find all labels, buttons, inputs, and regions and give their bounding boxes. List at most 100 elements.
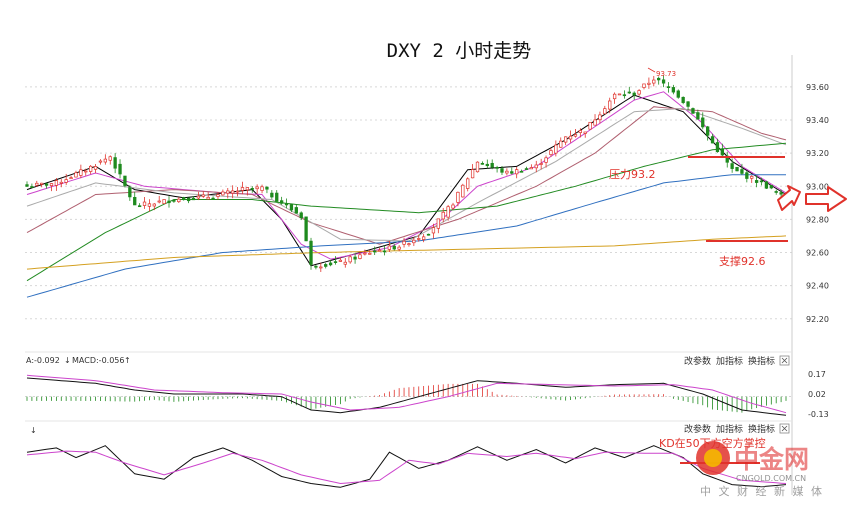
- kd-menu-change-params[interactable]: 改参数: [684, 423, 711, 435]
- candle-body: [754, 180, 759, 183]
- candle-body: [588, 121, 592, 130]
- candle-body: [461, 184, 465, 198]
- candle-body: [500, 168, 504, 173]
- candle-body: [245, 187, 250, 191]
- watermark-domain: CNGOLD.COM.CN: [736, 474, 806, 483]
- moving-average-line: [26, 235, 787, 270]
- candle-body: [706, 126, 710, 136]
- candle-body: [133, 196, 137, 206]
- y-tick-label: 92.60: [806, 249, 829, 258]
- candle-body: [211, 197, 215, 200]
- candle-body: [720, 148, 724, 156]
- macd-y-ticks: 0.17 0.02 -0.13: [808, 370, 829, 419]
- macd-menu-change-params[interactable]: 改参数: [684, 355, 711, 367]
- kd-menu-switch-indicator[interactable]: 换指标: [748, 423, 775, 435]
- kd-down-arrow-icon: ↓: [30, 426, 37, 435]
- candle-body: [583, 131, 587, 134]
- candle-body: [377, 249, 382, 252]
- candle-body: [451, 204, 455, 209]
- kd-line: [26, 450, 787, 485]
- candle-body: [515, 169, 519, 175]
- candle-body: [226, 190, 230, 194]
- candle-body: [157, 200, 161, 203]
- candle-body: [314, 265, 318, 268]
- moving-average-line: [26, 142, 787, 282]
- candle-body: [358, 254, 362, 259]
- candle-body: [299, 212, 303, 219]
- candle-body: [231, 190, 235, 194]
- kd-close-icon[interactable]: [779, 423, 790, 434]
- candle-body: [216, 194, 220, 197]
- candle-body: [568, 135, 573, 140]
- candle-body: [686, 101, 690, 107]
- candle-body: [681, 96, 685, 103]
- candle-body: [54, 180, 59, 186]
- candle-body: [201, 194, 205, 197]
- candle-body: [30, 186, 34, 188]
- candle-body: [578, 130, 582, 133]
- macd-tick-label: -0.13: [808, 410, 829, 419]
- candle-body: [563, 136, 568, 143]
- macd-menu-add-indicator[interactable]: 加指标: [716, 355, 743, 367]
- y-tick-label: 92.80: [806, 215, 829, 224]
- candle-body: [637, 90, 641, 95]
- macd-label-a: A:-0.092: [26, 356, 60, 365]
- candle-body: [510, 171, 514, 174]
- kd-series: [26, 445, 787, 488]
- macd-menu-switch-indicator[interactable]: 换指标: [748, 355, 775, 367]
- macd-close-icon[interactable]: [779, 355, 790, 366]
- candle-body: [196, 195, 201, 199]
- candle-body: [69, 177, 73, 179]
- candle-body: [456, 191, 460, 203]
- candle-body: [402, 240, 406, 245]
- macd-series: [25, 374, 792, 416]
- candle-body: [235, 190, 240, 193]
- candle-body: [221, 191, 225, 196]
- kd-menu-add-indicator[interactable]: 加指标: [716, 423, 743, 435]
- candle-body: [657, 77, 661, 81]
- y-tick-label: 92.40: [806, 282, 829, 291]
- candle-body: [64, 179, 68, 183]
- candle-body: [137, 205, 142, 208]
- watermark-logo-inner-icon: [704, 449, 722, 467]
- candle-body: [627, 91, 631, 94]
- candle-body: [387, 245, 392, 250]
- candle-body: [764, 181, 769, 189]
- candle-body: [470, 169, 475, 179]
- candle-body: [319, 266, 323, 269]
- moving-average-line: [26, 91, 787, 260]
- y-tick-label: 93.60: [806, 83, 829, 92]
- macd-line: [26, 374, 787, 414]
- candle-body: [260, 186, 264, 191]
- candle-body: [534, 164, 538, 169]
- candle-body: [108, 156, 112, 161]
- candle-body: [162, 199, 166, 204]
- candle-body: [49, 183, 54, 187]
- candle-body: [622, 94, 627, 97]
- candle-body: [475, 161, 480, 173]
- moving-average-line: [26, 174, 786, 298]
- candle-body: [696, 112, 700, 120]
- candle-body: [617, 93, 622, 96]
- candle-body: [652, 79, 656, 84]
- candle-body: [182, 197, 186, 201]
- candle-body: [294, 207, 298, 214]
- candle-body: [769, 185, 773, 189]
- candle-body: [338, 259, 343, 262]
- candle-body: [676, 90, 680, 98]
- candle-body: [661, 79, 666, 84]
- candle-body: [730, 163, 734, 169]
- candle-body: [666, 86, 671, 89]
- candle-body: [397, 246, 401, 250]
- candle-body: [74, 172, 78, 178]
- candle-body: [779, 192, 783, 195]
- candle-body: [647, 82, 651, 85]
- moving-average-lines: [26, 91, 787, 298]
- candle-body: [740, 169, 744, 174]
- candle-body: [324, 264, 328, 267]
- candle-body: [89, 165, 93, 172]
- candle-body: [79, 169, 83, 176]
- candle-body: [407, 243, 411, 246]
